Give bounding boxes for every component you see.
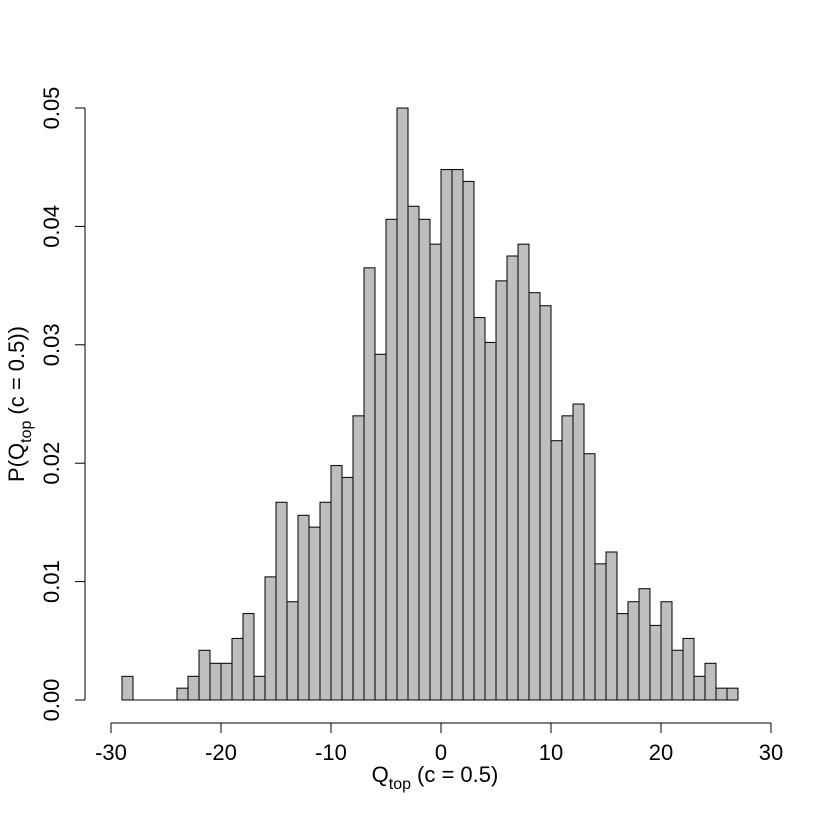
- y-tick-label: 0.04: [39, 205, 64, 248]
- bar: [418, 218, 431, 701]
- x-tick-label: 10: [539, 740, 563, 765]
- bar: [231, 637, 244, 701]
- bar: [198, 649, 211, 701]
- bar: [517, 243, 530, 701]
- bar: [627, 601, 640, 701]
- y-tick-label: 0.02: [39, 442, 64, 485]
- bar: [682, 637, 695, 701]
- bar: [396, 107, 409, 701]
- bar: [330, 465, 343, 701]
- x-tick-label: -20: [205, 740, 237, 765]
- bar: [242, 613, 255, 701]
- bar: [704, 662, 717, 701]
- y-tick-label: 0.05: [39, 87, 64, 130]
- bar: [660, 601, 673, 701]
- bar: [715, 687, 728, 701]
- bar: [253, 675, 266, 701]
- y-tick-label: 0.03: [39, 323, 64, 366]
- x-label-main: Q: [372, 762, 389, 787]
- y-label-rest: (c = 0.5)): [4, 326, 29, 415]
- bar: [539, 305, 552, 701]
- bar: [209, 662, 222, 701]
- bar: [473, 317, 486, 701]
- bar: [176, 687, 189, 701]
- bar: [308, 526, 321, 701]
- x-axis-label: Qtop (c = 0.5): [372, 762, 499, 793]
- bar: [286, 601, 299, 701]
- bar: [462, 180, 475, 701]
- bar: [572, 403, 585, 701]
- bar: [121, 675, 134, 701]
- y-tick-label: 0.01: [39, 560, 64, 603]
- bar: [583, 453, 596, 701]
- x-label-sub: top: [389, 776, 411, 793]
- bar: [297, 514, 310, 701]
- bar: [451, 169, 464, 701]
- bar: [341, 476, 354, 701]
- bar: [484, 341, 497, 701]
- bar: [374, 353, 387, 701]
- y-label-main: Q: [4, 443, 29, 460]
- bar: [440, 169, 453, 701]
- bar: [363, 267, 376, 701]
- bar: [319, 501, 332, 701]
- y-tick-label: 0.00: [39, 679, 64, 722]
- bar: [638, 588, 651, 701]
- bar: [561, 415, 574, 701]
- bar: [187, 675, 200, 701]
- bar: [605, 551, 618, 701]
- bar: [550, 440, 563, 701]
- bar: [429, 243, 442, 701]
- x-tick-label: 30: [759, 740, 783, 765]
- x-tick-label: -10: [315, 740, 347, 765]
- y-label-sub: top: [18, 421, 35, 443]
- bar: [407, 205, 420, 701]
- bar: [264, 576, 277, 701]
- bar: [220, 662, 233, 701]
- x-tick-label: -30: [95, 740, 127, 765]
- bar: [506, 255, 519, 701]
- bar: [616, 613, 629, 701]
- bar: [275, 501, 288, 701]
- x-label-rest: (c = 0.5): [417, 762, 498, 787]
- bar: [528, 292, 541, 701]
- bar: [671, 649, 684, 701]
- x-tick-label: 0: [435, 740, 447, 765]
- bar: [649, 624, 662, 701]
- bar: [352, 415, 365, 701]
- y-axis-label: P(Qtop (c = 0.5)): [4, 326, 35, 482]
- x-tick-label: 20: [649, 740, 673, 765]
- bar: [693, 675, 706, 701]
- bar: [726, 687, 739, 701]
- bar: [594, 563, 607, 701]
- bar: [495, 280, 508, 701]
- bar: [385, 218, 398, 701]
- y-label-pre: P(: [4, 459, 29, 482]
